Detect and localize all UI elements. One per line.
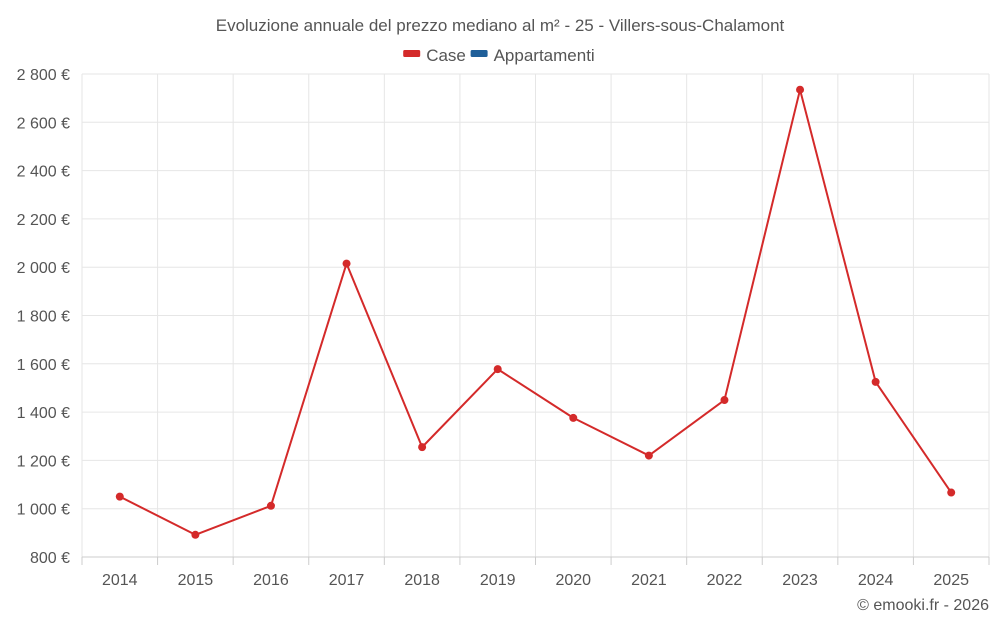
y-axis: 800 € 1 000 € 1 200 € 1 400 € 1 600 € 1 800 €…: [17, 67, 70, 567]
x-axis: 2014 2015 2016 2017 2018 2019 2020 2021 2022 2023…: [81, 556, 990, 589]
y-tick-label: 1 400 €: [17, 405, 70, 422]
data-point: [569, 413, 578, 422]
legend-item-case: Case: [403, 46, 466, 65]
x-tick-label: 2022: [707, 572, 743, 589]
series-line-case: [119, 88, 953, 536]
y-tick-label: 2 400 €: [17, 164, 70, 181]
y-tick-label: 1 800 €: [17, 309, 70, 326]
data-point: [266, 501, 275, 510]
x-tick-label: 2025: [933, 572, 969, 589]
x-tick-label: 2018: [404, 572, 440, 589]
data-point: [947, 488, 956, 497]
chart-title: Evoluzione annuale del prezzo mediano al…: [216, 16, 785, 35]
x-tick-label: 2014: [102, 572, 138, 589]
legend-item-appartamenti: Appartamenti: [470, 46, 595, 65]
x-tick-label: 2024: [858, 572, 894, 589]
data-point: [720, 396, 729, 405]
data-point: [796, 85, 805, 94]
x-tick-label: 2019: [480, 572, 516, 589]
y-tick-label: 1 000 €: [17, 502, 70, 519]
legend-label: Appartamenti: [494, 46, 595, 65]
y-tick-label: 800 €: [30, 550, 70, 567]
y-tick-label: 1 600 €: [17, 357, 70, 374]
x-tick-label: 2015: [178, 572, 214, 589]
y-tick-label: 2 000 €: [17, 260, 70, 277]
y-tick-label: 1 200 €: [17, 453, 70, 470]
data-point: [871, 377, 880, 386]
grid: [81, 73, 990, 558]
x-tick-label: 2016: [253, 572, 289, 589]
data-point: [418, 443, 427, 452]
legend-swatch: [403, 50, 421, 57]
y-tick-label: 2 800 €: [17, 67, 70, 84]
data-point: [115, 492, 124, 501]
data-point: [644, 451, 653, 460]
x-tick-label: 2020: [555, 572, 591, 589]
y-tick-label: 2 600 €: [17, 115, 70, 132]
legend: Case Appartamenti: [403, 46, 595, 65]
data-point: [342, 259, 351, 268]
x-tick-label: 2023: [782, 572, 818, 589]
data-point: [493, 365, 502, 374]
legend-label: Case: [426, 46, 466, 65]
data-point: [191, 530, 200, 539]
x-tick-label: 2021: [631, 572, 667, 589]
y-tick-label: 2 200 €: [17, 212, 70, 229]
x-tick-label: 2017: [329, 572, 365, 589]
credit-text: © emooki.fr - 2026: [857, 597, 989, 614]
series-layer: [115, 85, 956, 539]
legend-swatch: [470, 50, 488, 57]
